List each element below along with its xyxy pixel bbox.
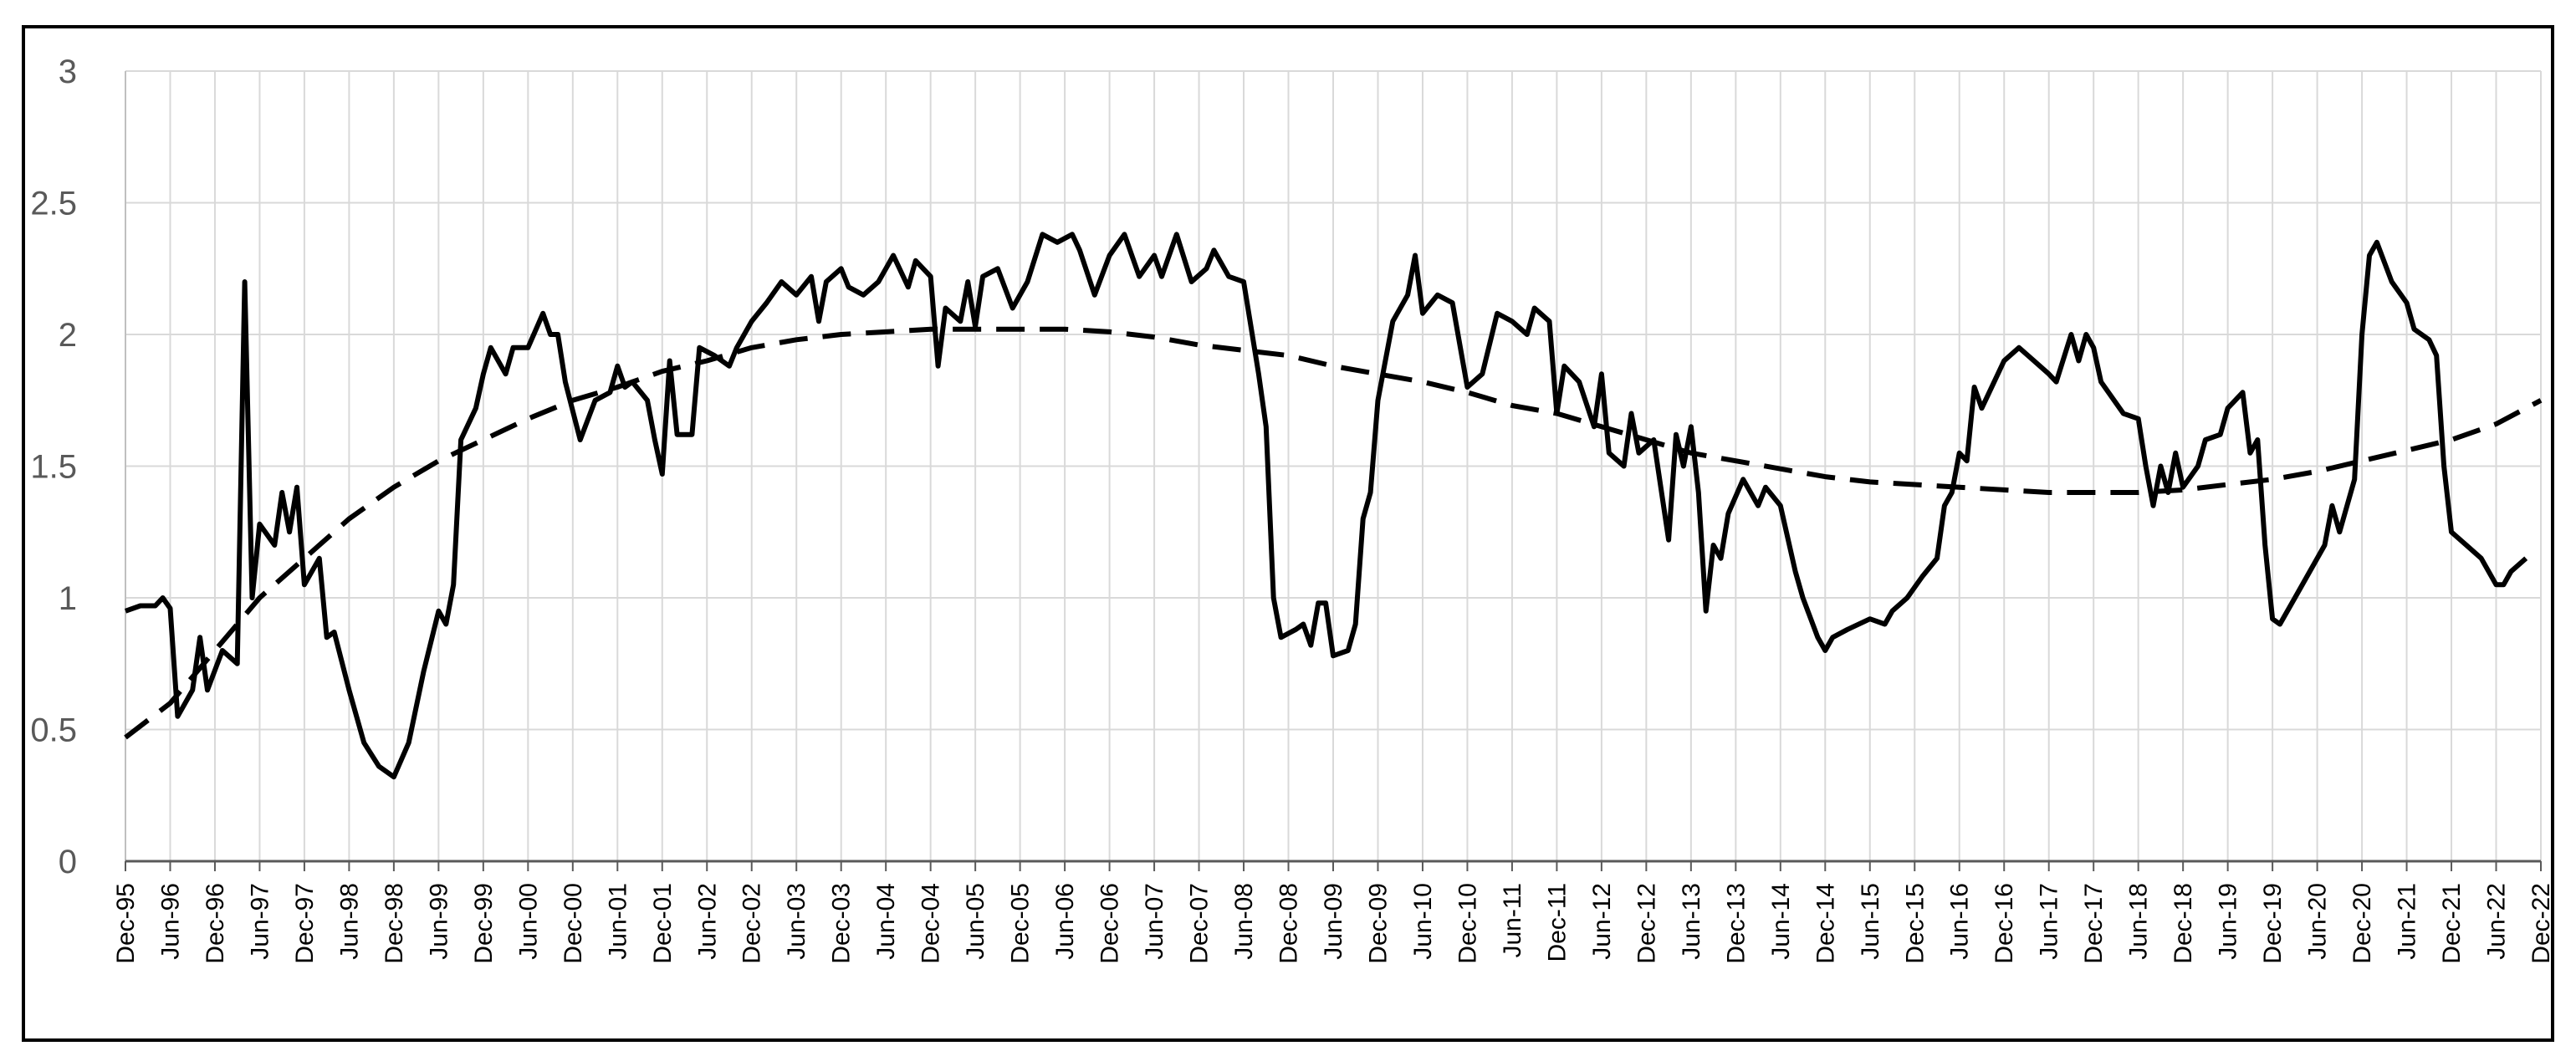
x-tick-label: Dec-16 <box>1991 883 2018 964</box>
x-tick-label: Jun-11 <box>1499 883 1526 958</box>
x-tick-label: Dec-03 <box>828 883 856 964</box>
series-lines <box>124 232 2543 780</box>
x-tick-label: Jun-98 <box>335 883 363 960</box>
x-tick-label: Jun-09 <box>1320 883 1347 960</box>
x-tick-label: Jun-12 <box>1588 883 1616 960</box>
x-tick-label: Jun-17 <box>2036 883 2063 960</box>
x-tick-label: Jun-10 <box>1409 883 1437 960</box>
x-tick-label: Dec-97 <box>291 883 319 964</box>
x-tick-label: Jun-13 <box>1678 883 1705 960</box>
x-tick-label: Dec-95 <box>112 883 140 964</box>
x-tick-label: Dec-22 <box>2527 883 2555 964</box>
x-tick-label: Jun-20 <box>2304 883 2332 960</box>
x-tick-label: Jun-97 <box>246 883 273 960</box>
x-tick-label: Dec-08 <box>1275 883 1303 964</box>
x-tick-label: Jun-00 <box>514 883 542 960</box>
x-tick-label: Jun-07 <box>1141 883 1168 960</box>
x-tick-label: Dec-10 <box>1454 883 1481 964</box>
x-tick-label: Dec-14 <box>1812 883 1839 964</box>
x-tick-label: Dec-19 <box>2259 883 2287 964</box>
x-tick-label: Jun-99 <box>425 883 452 960</box>
y-tick-label: 0.5 <box>30 712 77 749</box>
x-tick-label: Dec-07 <box>1186 883 1214 964</box>
x-tick-label: Dec-21 <box>2438 883 2466 964</box>
x-tick-label: Jun-04 <box>872 883 900 960</box>
trend-line-dashed <box>124 326 2543 740</box>
x-tick-label: Jun-16 <box>1946 883 1974 960</box>
y-tick-label: 1.5 <box>30 449 77 486</box>
tick-labels: 0 0.5 1 1.5 2 2.5 3 Dec-95 Jun-96 Dec-96 Jun-97 Dec… <box>30 54 2555 964</box>
x-tick-label: Dec-98 <box>381 883 408 964</box>
x-tick-label: Dec-09 <box>1364 883 1392 964</box>
x-tick-label: Jun-19 <box>2215 883 2242 960</box>
x-tick-label: Jun-22 <box>2483 883 2511 960</box>
y-tick-label: 2.5 <box>30 186 77 222</box>
x-tick-label: Dec-06 <box>1096 883 1124 964</box>
gridlines <box>125 70 2542 861</box>
x-tick-label: Jun-15 <box>1857 883 1884 960</box>
x-tick-label: Jun-01 <box>604 883 631 960</box>
y-tick-label: 2 <box>59 317 77 354</box>
data-line-solid <box>124 232 2528 780</box>
x-tick-label: Jun-06 <box>1051 883 1079 960</box>
x-tick-label: Jun-96 <box>156 883 184 960</box>
chart-border <box>22 25 2554 1042</box>
x-tick-label: Jun-05 <box>962 883 989 960</box>
x-tick-label: Jun-21 <box>2394 883 2421 960</box>
y-tick-label: 1 <box>59 580 77 617</box>
x-tick-label: Dec-17 <box>2080 883 2108 964</box>
y-tick-label: 0 <box>59 844 77 880</box>
y-tick-label: 3 <box>59 54 77 90</box>
x-tick-label: Dec-13 <box>1722 883 1750 964</box>
x-tick-label: Jun-02 <box>693 883 721 960</box>
x-tick-label: Dec-15 <box>1901 883 1929 964</box>
x-tick-label: Dec-11 <box>1543 883 1571 962</box>
x-tick-label: Dec-96 <box>202 883 229 964</box>
x-tick-label: Jun-03 <box>783 883 810 960</box>
x-tick-label: Dec-02 <box>739 883 766 964</box>
x-tick-label: Dec-00 <box>560 883 587 964</box>
x-tick-label: Dec-20 <box>2349 883 2376 964</box>
x-tick-label: Jun-08 <box>1230 883 1258 960</box>
x-tick-label: Jun-18 <box>2125 883 2153 960</box>
x-tick-label: Dec-18 <box>2170 883 2197 964</box>
x-tick-label: Dec-04 <box>917 883 945 964</box>
x-tick-label: Dec-05 <box>1007 883 1035 964</box>
axes <box>125 71 2542 871</box>
x-tick-label: Dec-99 <box>470 883 498 964</box>
x-tick-label: Jun-14 <box>1767 883 1795 960</box>
x-tick-label: Dec-12 <box>1633 883 1660 964</box>
x-tick-label: Dec-01 <box>649 883 677 964</box>
